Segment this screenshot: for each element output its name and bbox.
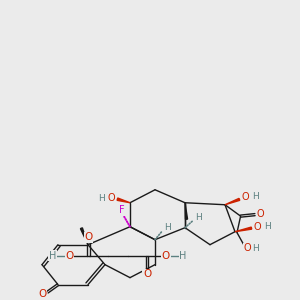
Text: H: H xyxy=(49,250,56,261)
Text: H: H xyxy=(164,223,171,232)
Polygon shape xyxy=(235,227,252,232)
Text: O: O xyxy=(108,193,115,203)
Text: H: H xyxy=(179,250,187,261)
Polygon shape xyxy=(80,228,88,245)
Text: O: O xyxy=(244,244,251,254)
Text: O: O xyxy=(65,250,74,261)
Text: O: O xyxy=(38,289,46,298)
Text: O: O xyxy=(84,232,93,242)
Text: O: O xyxy=(143,269,151,279)
Text: H: H xyxy=(98,194,105,203)
Text: O: O xyxy=(162,250,170,261)
Text: O: O xyxy=(242,192,249,202)
Polygon shape xyxy=(225,198,240,205)
Polygon shape xyxy=(185,203,188,219)
Text: O: O xyxy=(254,222,261,232)
Text: H: H xyxy=(253,244,259,253)
Text: O: O xyxy=(256,209,264,219)
Text: H: H xyxy=(253,193,259,202)
Polygon shape xyxy=(117,198,130,203)
Text: F: F xyxy=(119,205,124,215)
Text: H: H xyxy=(264,222,271,231)
Text: H: H xyxy=(195,213,202,222)
